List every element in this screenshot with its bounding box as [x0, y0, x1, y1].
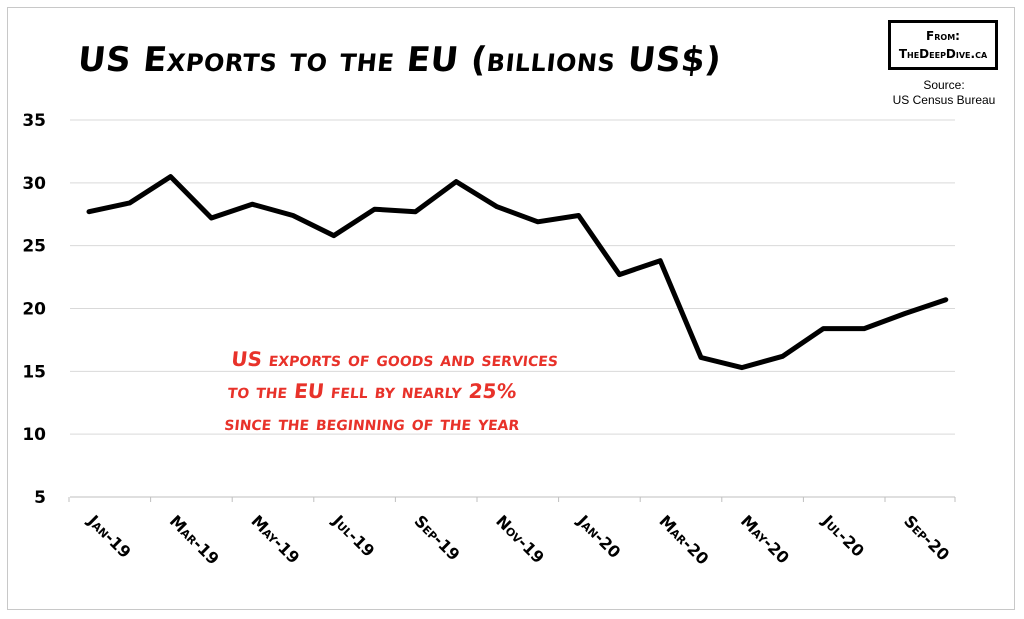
x-tick-label: May-19: [247, 511, 303, 567]
series-line: [86, 174, 949, 371]
source-label: Source:: [923, 78, 965, 92]
y-tick-label: 30: [22, 174, 46, 194]
y-tick-label: 5: [34, 488, 46, 508]
chart-annotation: US exports of goods and services to the …: [223, 343, 560, 439]
source-note: Source: US Census Bureau: [880, 78, 1008, 108]
x-tick-label: Mar-19: [166, 511, 223, 568]
x-tick-label: Sep-20: [900, 511, 953, 564]
badge-line-2: TheDeepDive.ca: [898, 47, 988, 61]
x-tick-label: Jul-19: [328, 511, 378, 561]
y-tick-label: 20: [22, 300, 46, 320]
x-tick-label: Jan-19: [83, 511, 134, 562]
x-tick-label: Nov-19: [492, 511, 548, 567]
annotation-line-1: US exports of goods and services: [230, 347, 560, 371]
source-badge: From: TheDeepDive.ca: [888, 20, 998, 70]
x-tick-label: May-20: [737, 511, 793, 567]
y-tick-label: 25: [22, 237, 46, 257]
x-tick-label: Jan-20: [573, 511, 624, 562]
badge-line-1: From:: [926, 29, 960, 43]
annotation-line-3: since the beginning of the year: [223, 411, 521, 435]
x-tick-label: Jul-20: [818, 511, 868, 561]
x-tick-label: Sep-19: [411, 511, 464, 564]
source-name: US Census Bureau: [892, 93, 996, 107]
x-tick-label: Mar-20: [655, 511, 712, 568]
annotation-line-2: to the EU fell by nearly 25%: [226, 379, 518, 403]
y-tick-label: 35: [22, 111, 46, 131]
y-tick-label: 15: [22, 362, 46, 382]
y-tick-label: 10: [22, 425, 46, 445]
